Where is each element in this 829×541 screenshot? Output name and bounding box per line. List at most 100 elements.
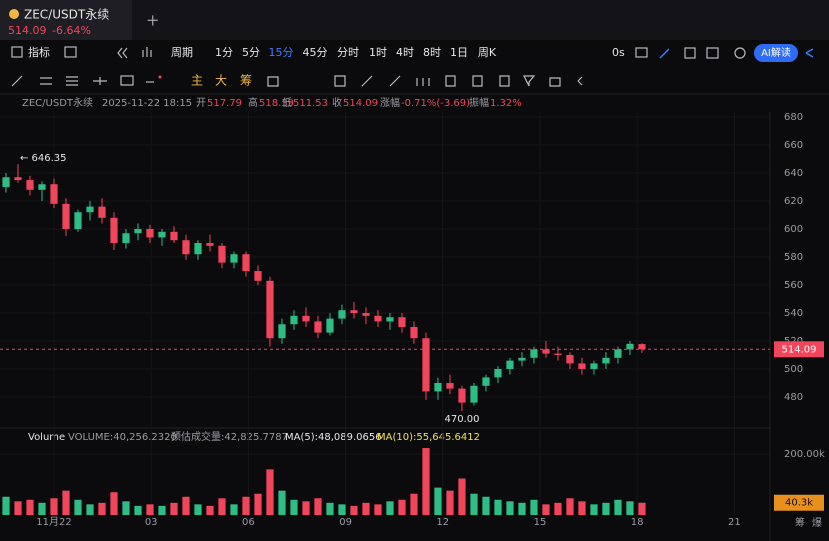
candle-body <box>470 385 478 403</box>
candle-body <box>110 217 118 244</box>
candle-body <box>62 203 70 230</box>
interval-button[interactable]: 1日 <box>450 46 468 59</box>
x-tick-label: 09 <box>339 517 352 528</box>
volume-stat: MA(10):55,645.6412 <box>377 432 480 443</box>
layout-icon[interactable] <box>706 47 719 59</box>
volume-stat: VOLUME:40,256.2320 <box>68 432 177 443</box>
volume-bar <box>506 501 514 515</box>
volume-bar <box>158 505 166 515</box>
candle-body <box>494 369 502 378</box>
y-tick-label: 560 <box>784 280 803 291</box>
volume-title: Volume <box>28 432 65 443</box>
indicator-button[interactable]: 指标 <box>28 45 50 59</box>
add-tab[interactable]: + <box>146 11 159 30</box>
volume-bar <box>290 499 298 515</box>
tab-bar <box>0 0 829 40</box>
info-label: 高 <box>248 96 258 109</box>
volume-bar <box>146 504 154 515</box>
volume-bar <box>374 504 382 515</box>
info-label: 振幅 <box>469 96 489 109</box>
interval-button[interactable]: 周K <box>478 46 497 59</box>
camera-icon[interactable] <box>635 47 648 58</box>
candle-body <box>158 231 166 238</box>
info-value: 517.79 <box>207 98 242 109</box>
interval-button[interactable]: 4时 <box>396 46 414 59</box>
edit-icon[interactable] <box>684 47 696 59</box>
volume-bar <box>626 501 634 515</box>
x-tick-label: 03 <box>145 517 158 528</box>
volume-bar <box>242 496 250 515</box>
price-annotation: ← 646.35 <box>20 153 67 164</box>
candle-body <box>614 349 622 358</box>
tool-icons[interactable] <box>11 75 107 87</box>
volume-bar <box>50 498 58 515</box>
candle-body <box>542 349 550 354</box>
y-tick-label: 200.00k <box>784 449 825 460</box>
draw-icon[interactable] <box>659 48 670 59</box>
volume-bar <box>26 499 34 515</box>
chart-type-icon[interactable] <box>142 47 152 57</box>
ai-button[interactable] <box>754 44 798 62</box>
indicator-icon <box>11 46 23 58</box>
interval-button[interactable]: 5分 <box>242 46 260 59</box>
candle-body <box>434 383 442 392</box>
interval-button[interactable]: 1时 <box>369 46 387 59</box>
info-value: 514.09 <box>343 98 378 109</box>
rect-tool[interactable] <box>120 75 134 86</box>
info-value: 1.32% <box>490 98 522 109</box>
candle-body <box>530 349 538 358</box>
candle-body <box>410 327 418 339</box>
volume-bar <box>2 496 10 515</box>
candle-body <box>218 245 226 263</box>
volume-bar <box>98 502 106 515</box>
candle-body <box>2 177 10 188</box>
volume-bar <box>638 502 646 515</box>
volume-bar <box>422 448 430 515</box>
tab-change: -6.64% <box>52 24 91 37</box>
y-tick-label: 480 <box>784 392 803 403</box>
candle-body <box>122 233 130 244</box>
calendar-icon[interactable] <box>64 46 77 58</box>
candle-body <box>338 310 346 319</box>
candle-body <box>626 343 634 350</box>
tab-price: 514.09 <box>8 24 47 37</box>
tab[interactable] <box>0 0 132 40</box>
x-tick-label: 06 <box>242 517 255 528</box>
interval-button[interactable]: 45分 <box>303 46 328 59</box>
chips-tool[interactable]: 筹 <box>240 74 252 88</box>
volume-bar <box>482 496 490 515</box>
y-tick-label: 540 <box>784 308 803 319</box>
volume-bar <box>314 498 322 515</box>
large-order-tool[interactable]: 大 <box>215 74 227 88</box>
volume-bar <box>338 504 346 515</box>
period-button[interactable]: 周期 <box>171 46 193 59</box>
share-icon[interactable] <box>805 48 814 58</box>
candle-body <box>422 338 430 392</box>
info-symbol: ZEC/USDT永续 <box>22 96 93 109</box>
y-tick-label: 620 <box>784 196 803 207</box>
interval-button[interactable]: 分时 <box>337 46 359 59</box>
volume-bar <box>14 501 22 515</box>
info-value: -0.71%(-3.69) <box>401 98 470 109</box>
corner-button[interactable]: 爆 <box>812 517 822 529</box>
volume-bar <box>74 499 82 515</box>
volume-bar <box>602 502 610 515</box>
corner-button[interactable]: 筹 <box>795 516 805 529</box>
volume-bar <box>494 499 502 515</box>
volume-bar <box>230 504 238 515</box>
volume-bar <box>194 504 202 515</box>
settings-icon[interactable] <box>734 47 746 59</box>
interval-button[interactable]: 8时 <box>423 46 441 59</box>
volume-bar <box>518 502 526 515</box>
interval-button[interactable]: 15分 <box>269 46 294 59</box>
rewind-icon[interactable] <box>117 47 128 59</box>
main-force-tool[interactable]: 主 <box>191 74 203 88</box>
candle-body <box>374 315 382 322</box>
candle-body <box>398 317 406 328</box>
volume-bar <box>410 493 418 515</box>
ai-label: AI解读 <box>761 46 791 59</box>
timer: 0s <box>612 46 625 59</box>
tool-icons[interactable] <box>267 75 583 87</box>
volume-label: 40.3k <box>785 498 813 509</box>
interval-button[interactable]: 1分 <box>215 46 233 59</box>
